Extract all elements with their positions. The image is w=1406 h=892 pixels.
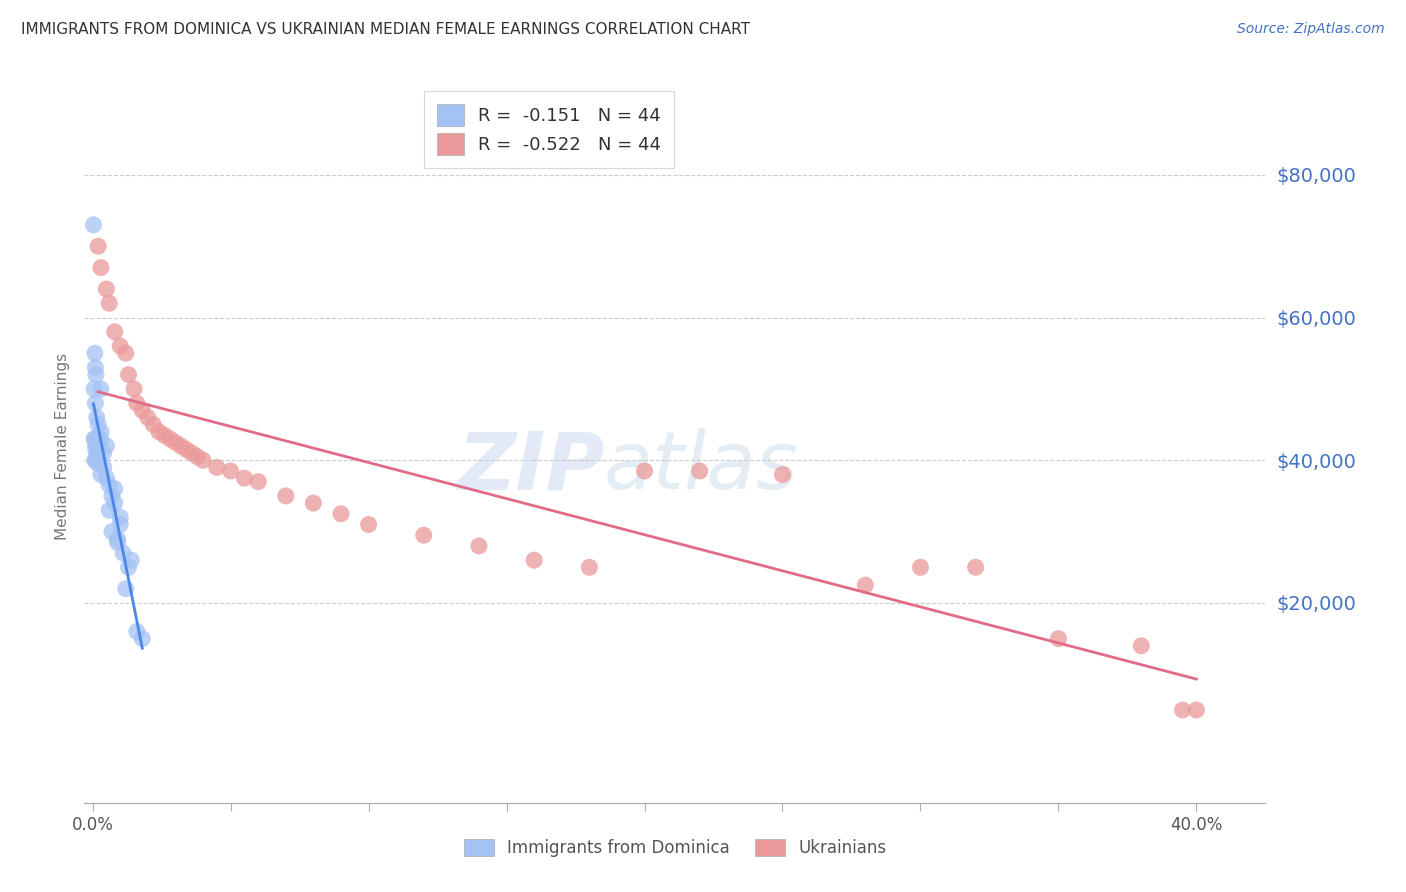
Point <box>117 560 139 574</box>
Point <box>131 632 153 646</box>
Point <box>87 457 110 471</box>
Point <box>117 368 139 382</box>
Point <box>86 450 108 464</box>
Point <box>772 467 794 482</box>
Point <box>125 624 148 639</box>
Point <box>104 325 127 339</box>
Point <box>84 439 107 453</box>
Point <box>107 532 129 546</box>
Point <box>90 467 112 482</box>
Text: IMMIGRANTS FROM DOMINICA VS UKRAINIAN MEDIAN FEMALE EARNINGS CORRELATION CHART: IMMIGRANTS FROM DOMINICA VS UKRAINIAN ME… <box>21 22 749 37</box>
Point <box>98 478 121 492</box>
Point <box>98 503 121 517</box>
Point <box>205 460 228 475</box>
Point <box>170 439 193 453</box>
Point <box>191 453 214 467</box>
Point <box>219 464 242 478</box>
Point <box>87 446 110 460</box>
Point <box>233 471 256 485</box>
Point <box>523 553 546 567</box>
Point <box>181 446 204 460</box>
Point <box>87 239 110 253</box>
Point <box>82 218 104 232</box>
Point <box>412 528 434 542</box>
Point <box>110 339 132 353</box>
Point <box>96 282 118 296</box>
Point <box>165 435 187 450</box>
Point <box>578 560 600 574</box>
Point <box>104 496 127 510</box>
Point <box>110 510 132 524</box>
Point <box>965 560 987 574</box>
Point <box>107 535 129 549</box>
Point <box>1047 632 1070 646</box>
Point <box>84 432 107 446</box>
Point <box>1171 703 1194 717</box>
Point <box>90 432 112 446</box>
Point <box>90 382 112 396</box>
Point <box>83 453 105 467</box>
Point <box>93 446 115 460</box>
Point <box>104 482 127 496</box>
Point <box>125 396 148 410</box>
Text: Source: ZipAtlas.com: Source: ZipAtlas.com <box>1237 22 1385 37</box>
Point <box>83 432 105 446</box>
Point <box>186 450 208 464</box>
Point <box>357 517 380 532</box>
Legend: R =  -0.151   N = 44, R =  -0.522   N = 44: R = -0.151 N = 44, R = -0.522 N = 44 <box>425 91 673 168</box>
Point <box>90 425 112 439</box>
Point <box>96 471 118 485</box>
Point <box>83 382 105 396</box>
Point <box>131 403 153 417</box>
Text: atlas: atlas <box>605 428 799 507</box>
Point <box>86 410 108 425</box>
Point <box>111 546 134 560</box>
Point <box>1130 639 1153 653</box>
Point <box>84 442 107 457</box>
Point <box>330 507 353 521</box>
Point <box>136 410 159 425</box>
Point <box>83 346 105 360</box>
Point <box>93 460 115 475</box>
Point <box>114 582 136 596</box>
Point <box>689 464 711 478</box>
Y-axis label: Median Female Earnings: Median Female Earnings <box>55 352 70 540</box>
Text: ZIP: ZIP <box>457 428 605 507</box>
Point <box>120 553 142 567</box>
Point <box>101 489 124 503</box>
Point <box>87 453 110 467</box>
Point <box>468 539 491 553</box>
Point <box>1185 703 1208 717</box>
Point <box>84 368 107 382</box>
Point <box>274 489 297 503</box>
Point <box>910 560 932 574</box>
Point <box>84 453 107 467</box>
Point <box>853 578 876 592</box>
Point <box>142 417 165 432</box>
Point <box>110 517 132 532</box>
Point <box>84 360 107 375</box>
Point <box>302 496 325 510</box>
Point <box>633 464 655 478</box>
Point <box>87 432 110 446</box>
Point <box>84 396 107 410</box>
Point <box>89 435 111 450</box>
Point <box>176 442 198 457</box>
Point <box>98 296 121 310</box>
Point <box>114 346 136 360</box>
Point <box>90 260 112 275</box>
Point <box>153 428 176 442</box>
Point <box>101 524 124 539</box>
Point <box>247 475 270 489</box>
Point <box>148 425 170 439</box>
Point <box>96 439 118 453</box>
Point <box>122 382 145 396</box>
Point <box>87 417 110 432</box>
Point <box>159 432 181 446</box>
